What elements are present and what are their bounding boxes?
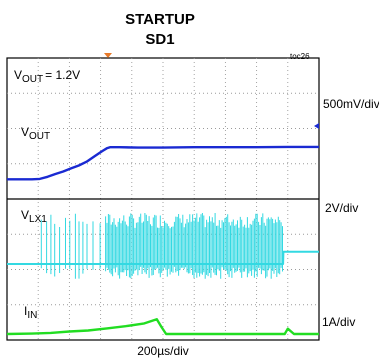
time-scale-label: 200µs/div <box>137 344 189 358</box>
vlx1-switching-burst <box>40 213 283 279</box>
figure-ref: toc26 <box>290 52 310 61</box>
graticule <box>6 57 320 341</box>
vout-setpoint-label: VOUT = 1.2V <box>14 68 80 85</box>
trace-labels: VOUT = 1.2V VOUT VLX1 IIN <box>14 68 80 321</box>
chart-title: STARTUP <box>125 11 195 28</box>
trigger-markers <box>104 53 319 129</box>
title-block: STARTUP SD1 toc26 <box>125 11 310 61</box>
vout-scale-label: 500mV/div <box>323 97 379 111</box>
iin-trace-label: IIN <box>24 304 37 321</box>
vlx1-scale-label: 2V/div <box>325 201 358 215</box>
trace-group <box>6 145 319 336</box>
vlx1-trace-label: VLX1 <box>21 208 47 225</box>
trace-offset-marker <box>314 123 319 129</box>
vout-trace-label: VOUT <box>21 125 50 142</box>
chart-subtitle: SD1 <box>145 31 174 48</box>
vlx1-trace <box>7 250 319 265</box>
scale-labels: 500mV/div 2V/div 1A/div 200µs/div <box>137 97 379 358</box>
iin-scale-label: 1A/div <box>322 315 355 329</box>
trigger-marker-top <box>104 53 112 58</box>
vout-trace <box>7 145 319 181</box>
iin-trace <box>6 318 319 336</box>
